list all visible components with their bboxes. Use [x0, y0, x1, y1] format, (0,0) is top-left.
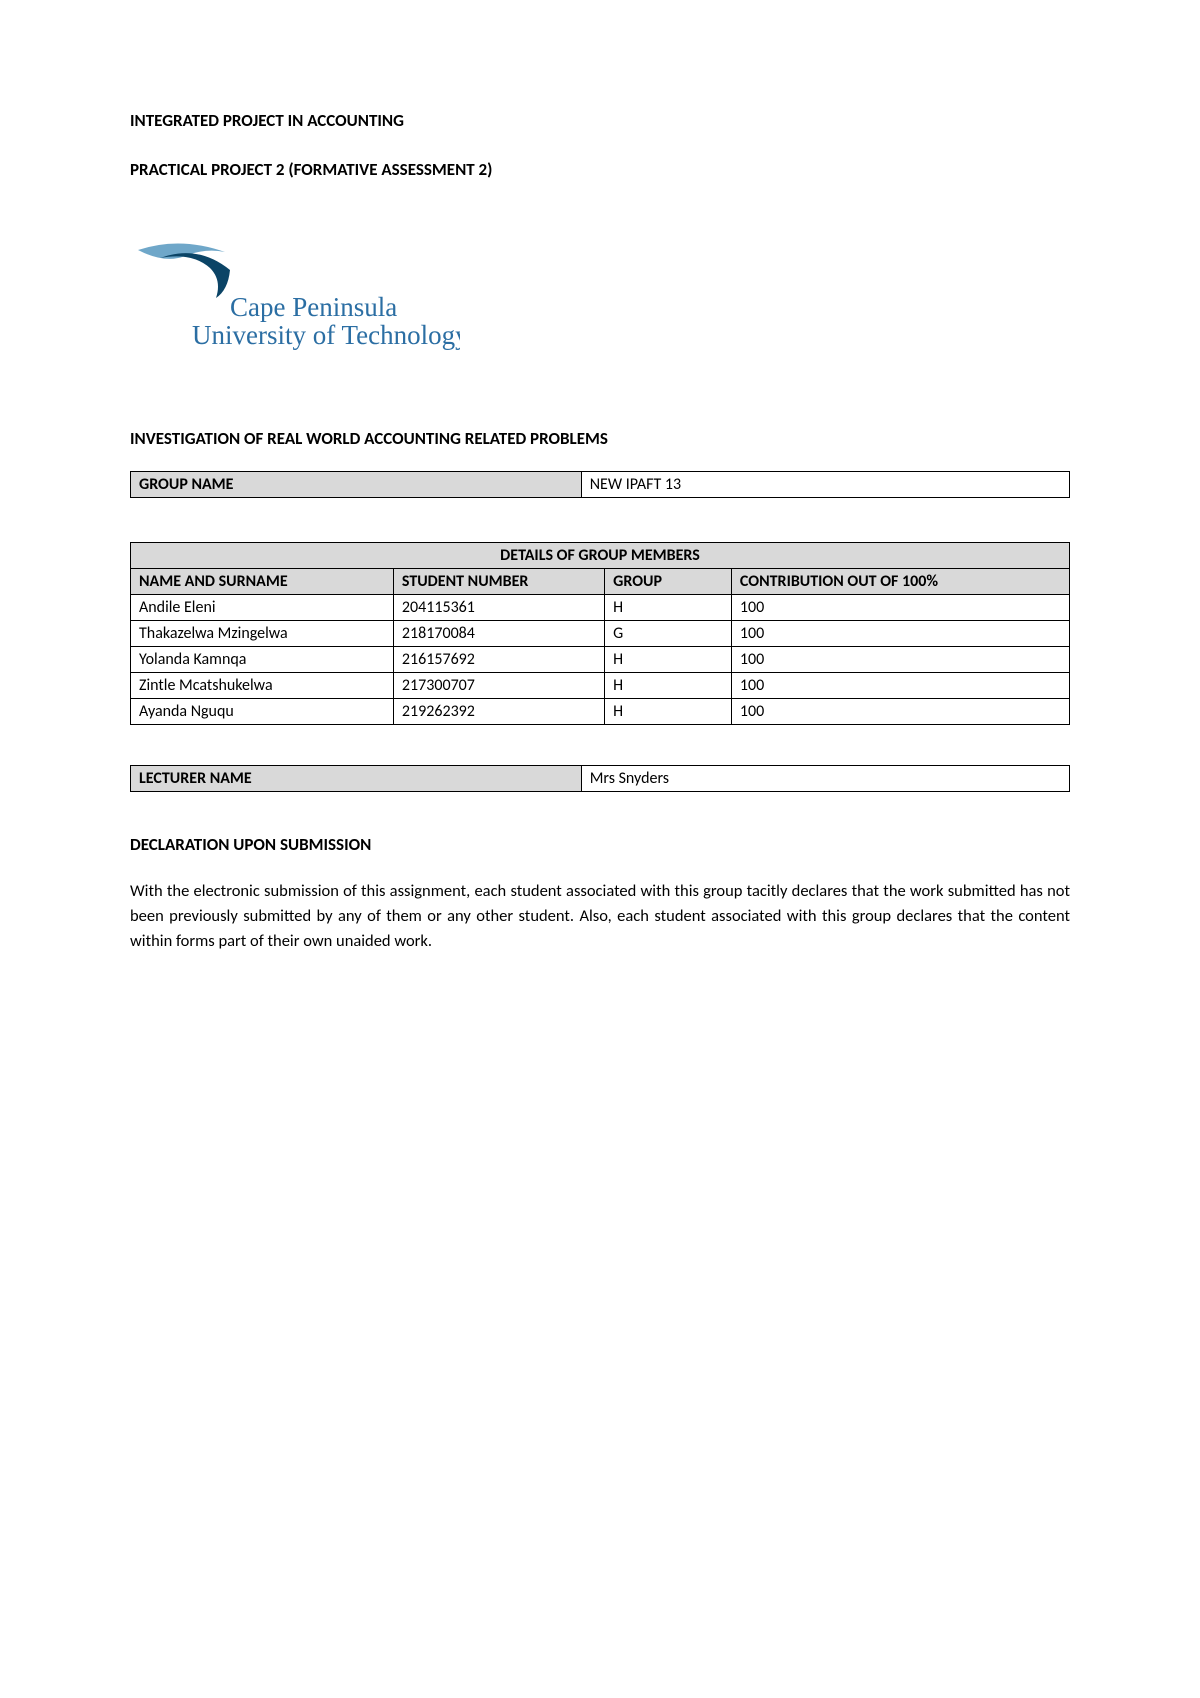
declaration-title: DECLARATION UPON SUBMISSION	[130, 834, 1070, 855]
project-title: PRACTICAL PROJECT 2 (FORMATIVE ASSESSMEN…	[130, 159, 1070, 180]
members-table: DETAILS OF GROUP MEMBERS NAME AND SURNAM…	[130, 542, 1070, 725]
table-row: Thakazelwa Mzingelwa218170084G100	[131, 621, 1070, 647]
col-contribution: CONTRIBUTION OUT OF 100%	[731, 569, 1069, 595]
course-title: INTEGRATED PROJECT IN ACCOUNTING	[130, 110, 1070, 131]
group-name-value: NEW IPAFT 13	[581, 472, 1069, 498]
table-cell: 100	[731, 699, 1069, 725]
table-cell: G	[605, 621, 732, 647]
declaration-text: With the electronic submission of this a…	[130, 879, 1070, 953]
table-cell: H	[605, 595, 732, 621]
col-group: GROUP	[605, 569, 732, 595]
members-table-header-row: NAME AND SURNAME STUDENT NUMBER GROUP CO…	[131, 569, 1070, 595]
table-cell: 100	[731, 621, 1069, 647]
table-cell: 219262392	[393, 699, 604, 725]
table-cell: 100	[731, 673, 1069, 699]
col-student-number: STUDENT NUMBER	[393, 569, 604, 595]
table-cell: 218170084	[393, 621, 604, 647]
svg-text:University of Technology: University of Technology	[192, 320, 460, 350]
table-cell: 100	[731, 595, 1069, 621]
table-cell: Andile Eleni	[131, 595, 394, 621]
investigation-title: INVESTIGATION OF REAL WORLD ACCOUNTING R…	[130, 428, 1070, 449]
institution-logo: Cape Peninsula University of Technology	[130, 228, 1070, 358]
table-cell: 216157692	[393, 647, 604, 673]
group-name-table: GROUP NAME NEW IPAFT 13	[130, 471, 1070, 498]
lecturer-value: Mrs Snyders	[581, 766, 1069, 792]
table-cell: Thakazelwa Mzingelwa	[131, 621, 394, 647]
svg-text:Cape Peninsula: Cape Peninsula	[230, 292, 397, 322]
table-cell: Yolanda Kamnqa	[131, 647, 394, 673]
table-cell: H	[605, 699, 732, 725]
members-table-title: DETAILS OF GROUP MEMBERS	[131, 543, 1070, 569]
table-cell: 204115361	[393, 595, 604, 621]
table-cell: Zintle Mcatshukelwa	[131, 673, 394, 699]
lecturer-table: LECTURER NAME Mrs Snyders	[130, 765, 1070, 792]
table-cell: 217300707	[393, 673, 604, 699]
table-cell: H	[605, 647, 732, 673]
group-name-label: GROUP NAME	[131, 472, 582, 498]
table-row: Yolanda Kamnqa216157692H100	[131, 647, 1070, 673]
table-row: Zintle Mcatshukelwa217300707H100	[131, 673, 1070, 699]
lecturer-label: LECTURER NAME	[131, 766, 582, 792]
table-row: Andile Eleni204115361H100	[131, 595, 1070, 621]
table-cell: Ayanda Nguqu	[131, 699, 394, 725]
table-cell: 100	[731, 647, 1069, 673]
table-cell: H	[605, 673, 732, 699]
col-name: NAME AND SURNAME	[131, 569, 394, 595]
table-row: Ayanda Nguqu219262392H100	[131, 699, 1070, 725]
